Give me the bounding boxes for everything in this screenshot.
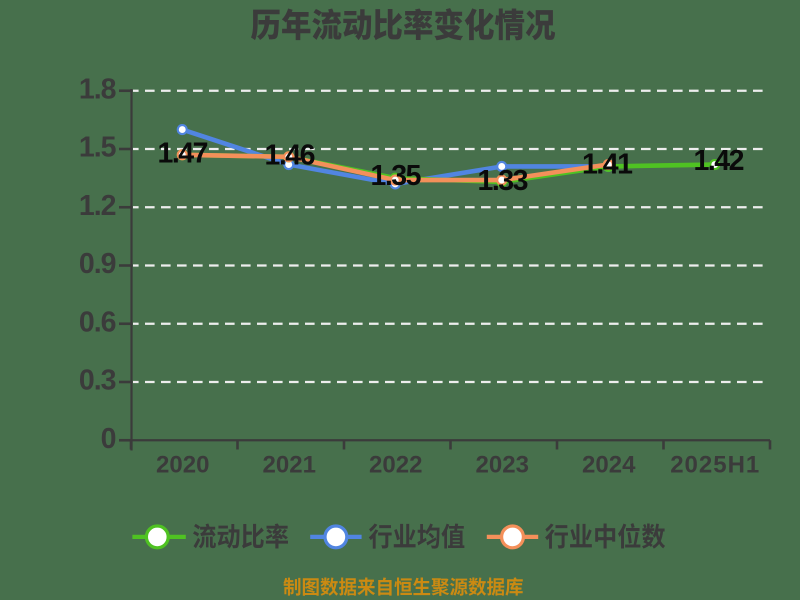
svg-text:2025H1: 2025H1 — [670, 452, 760, 479]
svg-text:0: 0 — [101, 423, 116, 455]
svg-text:1.46: 1.46 — [265, 139, 315, 171]
svg-text:1.8: 1.8 — [79, 73, 116, 105]
svg-text:1.41: 1.41 — [582, 149, 633, 181]
svg-text:2022: 2022 — [369, 452, 422, 479]
svg-text:0.3: 0.3 — [79, 365, 116, 397]
svg-text:2021: 2021 — [263, 452, 316, 479]
svg-text:2024: 2024 — [582, 452, 636, 479]
svg-text:1.42: 1.42 — [694, 145, 744, 177]
svg-text:2020: 2020 — [156, 452, 209, 479]
svg-text:1.35: 1.35 — [371, 160, 422, 192]
svg-text:0.9: 0.9 — [79, 248, 116, 280]
svg-text:1.2: 1.2 — [79, 190, 116, 222]
svg-text:1.33: 1.33 — [478, 165, 528, 197]
svg-text:0.6: 0.6 — [79, 306, 116, 338]
svg-text:1.47: 1.47 — [158, 138, 208, 170]
svg-text:1.5: 1.5 — [79, 132, 117, 164]
svg-text:2023: 2023 — [476, 452, 529, 479]
